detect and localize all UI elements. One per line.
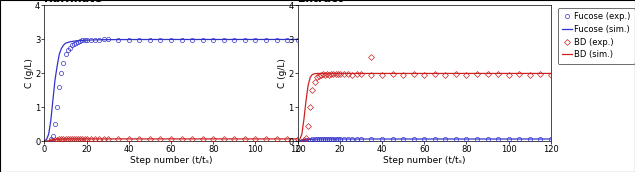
Legend: Fucose (exp.), Fucose (sim.), BD (exp.), BD (sim.): Fucose (exp.), Fucose (sim.), BD (exp.),… (558, 8, 635, 63)
Text: Extract: Extract (298, 0, 342, 4)
Y-axis label: C (g/L): C (g/L) (277, 58, 286, 88)
X-axis label: Step number (t/tₛ): Step number (t/tₛ) (383, 156, 465, 165)
Y-axis label: C (g/L): C (g/L) (25, 58, 34, 88)
Text: Raffinate: Raffinate (44, 0, 102, 4)
X-axis label: Step number (t/tₛ): Step number (t/tₛ) (130, 156, 212, 165)
